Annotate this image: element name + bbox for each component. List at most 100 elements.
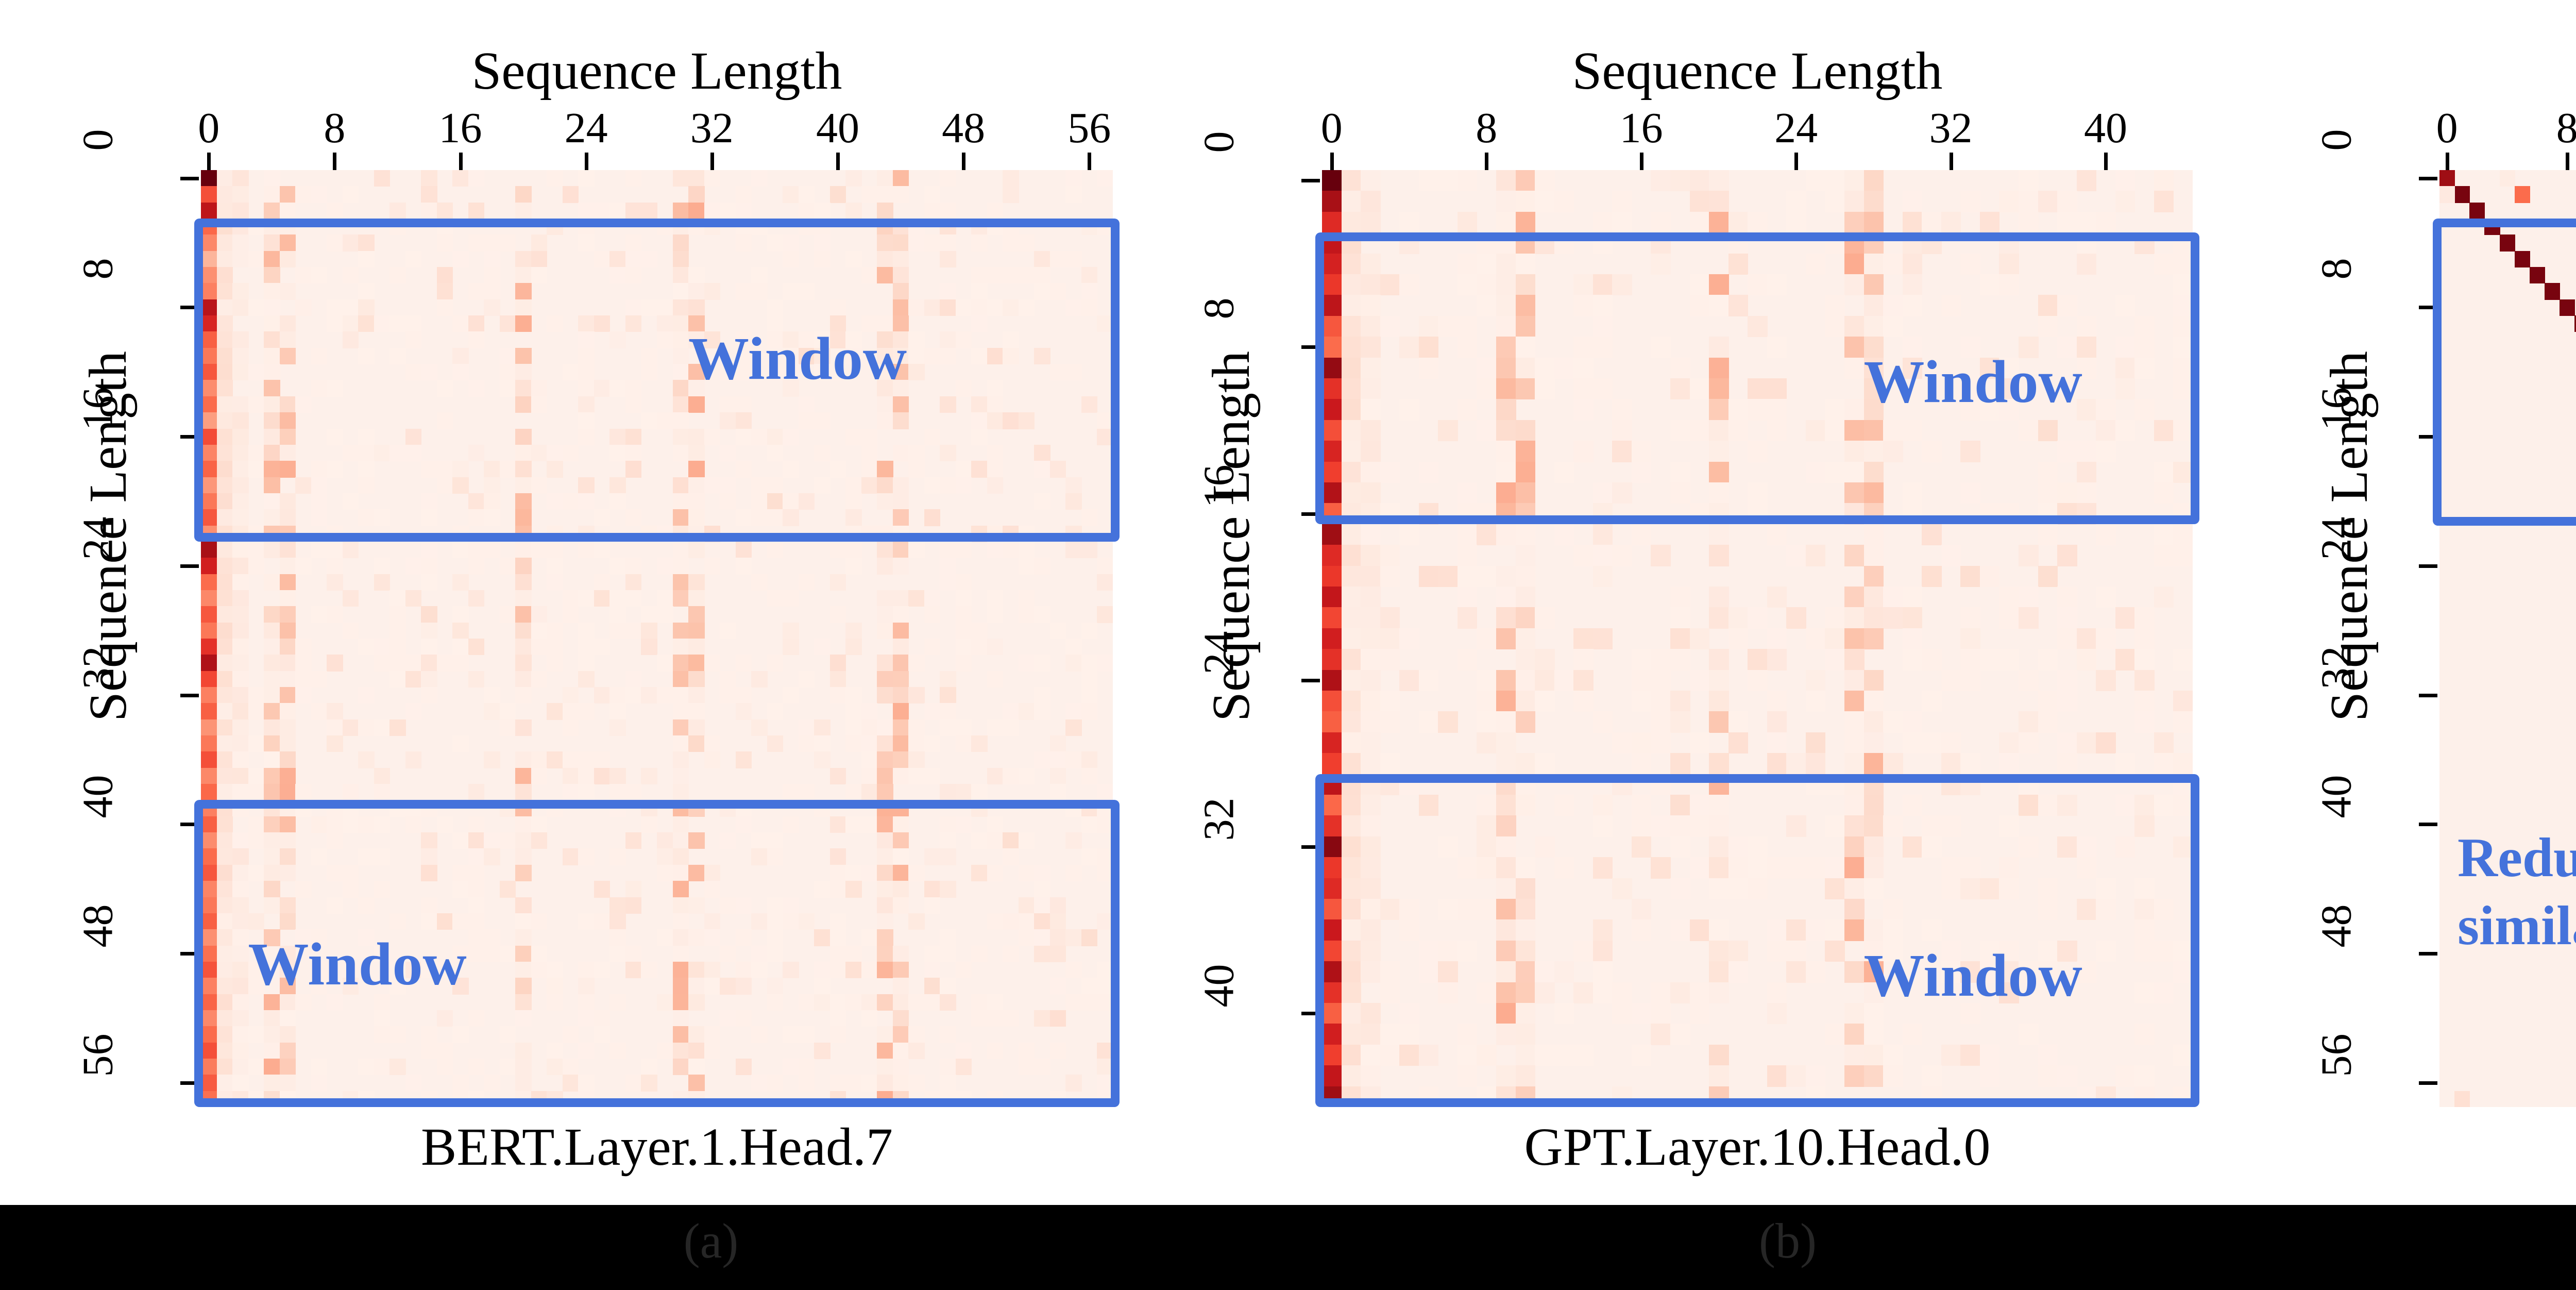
xtick-mark-c-1 (2565, 153, 2569, 170)
heatmap-cell (1097, 558, 1113, 575)
heatmap-cell (1049, 622, 1066, 639)
heatmap-cell (1003, 299, 1019, 316)
heatmap-cell (735, 347, 752, 365)
heatmap-cell (1922, 211, 1942, 233)
heatmap-cell (1883, 607, 1903, 629)
heatmap-cell (2019, 587, 2039, 608)
heatmap-cell (279, 283, 296, 300)
heatmap-cell (216, 380, 233, 397)
heatmap-cell (232, 751, 249, 768)
heatmap-cell (672, 331, 689, 348)
heatmap-cell (1960, 669, 1980, 691)
heatmap-cell (767, 655, 784, 672)
heatmap-cell (1689, 669, 1710, 691)
heatmap-cell (1709, 669, 1729, 691)
heatmap-cell (940, 671, 956, 688)
heatmap-cell (877, 331, 893, 348)
heatmap-cell (374, 767, 391, 785)
heatmap-cell (515, 590, 532, 607)
window-box-a-1[interactable] (194, 219, 1120, 542)
heatmap-cell (547, 315, 563, 332)
heatmap-cell (987, 719, 1004, 736)
heatmap-cell (468, 331, 485, 348)
heatmap-cell (688, 590, 705, 607)
heatmap-cell (845, 202, 862, 220)
heatmap-cell (1825, 170, 1845, 192)
annotation-line-2: similarity calculations (2457, 895, 2576, 957)
heatmap-cell (1361, 211, 1381, 233)
heatmap-cell (264, 347, 280, 365)
heatmap-cell (657, 331, 673, 348)
heatmap-cell (594, 250, 611, 268)
heatmap-cell (484, 234, 500, 252)
heatmap-cell (515, 639, 532, 656)
heatmap-cell (783, 347, 799, 365)
xtick-label-a-3: 24 (564, 104, 608, 152)
heatmap-cell (892, 622, 909, 639)
heatmap-cell (672, 283, 689, 300)
heatmap-cell (783, 639, 799, 656)
heatmap-cell (1457, 607, 1478, 629)
heatmap-cell (2115, 607, 2136, 629)
heatmap-cell (877, 751, 893, 768)
heatmap-cell (295, 186, 312, 203)
heatmap-cell (1515, 587, 1536, 608)
heatmap-cell (279, 331, 296, 348)
heatmap-cell (248, 541, 265, 559)
heatmap-cell (531, 606, 548, 623)
heatmap-cell (1018, 606, 1035, 623)
heatmap-cell (1844, 607, 1865, 629)
heatmap-cell (641, 202, 657, 220)
heatmap-cell (1844, 587, 1865, 608)
heatmap-cell (562, 767, 579, 785)
heatmap-cell (892, 606, 909, 623)
heatmap-cell (2115, 170, 2136, 192)
heatmap-cell (358, 234, 375, 252)
window-box-c-1[interactable] (2433, 219, 2576, 526)
heatmap-cell (1341, 711, 1362, 733)
heatmap-cell (829, 315, 846, 332)
heatmap-cell (1844, 545, 1865, 566)
heatmap-cell (1322, 545, 1342, 566)
heatmap-cell (1097, 655, 1113, 672)
heatmap-cell (845, 331, 862, 348)
heatmap-cell (515, 299, 532, 316)
heatmap-cell (971, 234, 988, 252)
heatmap-cell (264, 299, 280, 316)
heatmap-cell (1651, 649, 1671, 671)
heatmap-cell (1573, 669, 1594, 691)
xtick-label-b-5: 40 (2084, 104, 2127, 152)
heatmap-cell (327, 655, 343, 672)
heatmap-cell (327, 719, 343, 736)
heatmap-cell (672, 380, 689, 397)
heatmap-cell (783, 250, 799, 268)
heatmap-cell (1767, 649, 1787, 671)
heatmap-cell (216, 186, 233, 203)
heatmap-cell (798, 396, 815, 413)
heatmap-cell (216, 622, 233, 639)
heatmap-cell (1003, 347, 1019, 365)
heatmap-cell (1003, 186, 1019, 203)
heatmap-cell (547, 541, 563, 559)
heatmap-cell (1515, 191, 1536, 212)
heatmap-cell (1034, 751, 1050, 768)
heatmap-cell (940, 234, 956, 252)
heatmap-cell (264, 396, 280, 413)
heatmap-cell (892, 671, 909, 688)
heatmap-cell (201, 380, 217, 397)
heatmap-cell (877, 590, 893, 607)
heatmap-cell (1399, 524, 1419, 546)
heatmap-cell (311, 380, 328, 397)
heatmap-cell (248, 735, 265, 752)
heatmap-cell (672, 315, 689, 332)
heatmap-cell (720, 202, 736, 220)
heatmap-cell (1767, 711, 1787, 733)
heatmap-cell (609, 202, 626, 220)
heatmap-cell (625, 590, 642, 607)
heatmap-cell (814, 719, 831, 736)
heatmap-cell (499, 380, 516, 397)
heatmap-cell (1748, 649, 1768, 671)
heatmap-cell (327, 428, 343, 445)
heatmap-cell (1081, 751, 1098, 768)
heatmap-cell (232, 347, 249, 365)
